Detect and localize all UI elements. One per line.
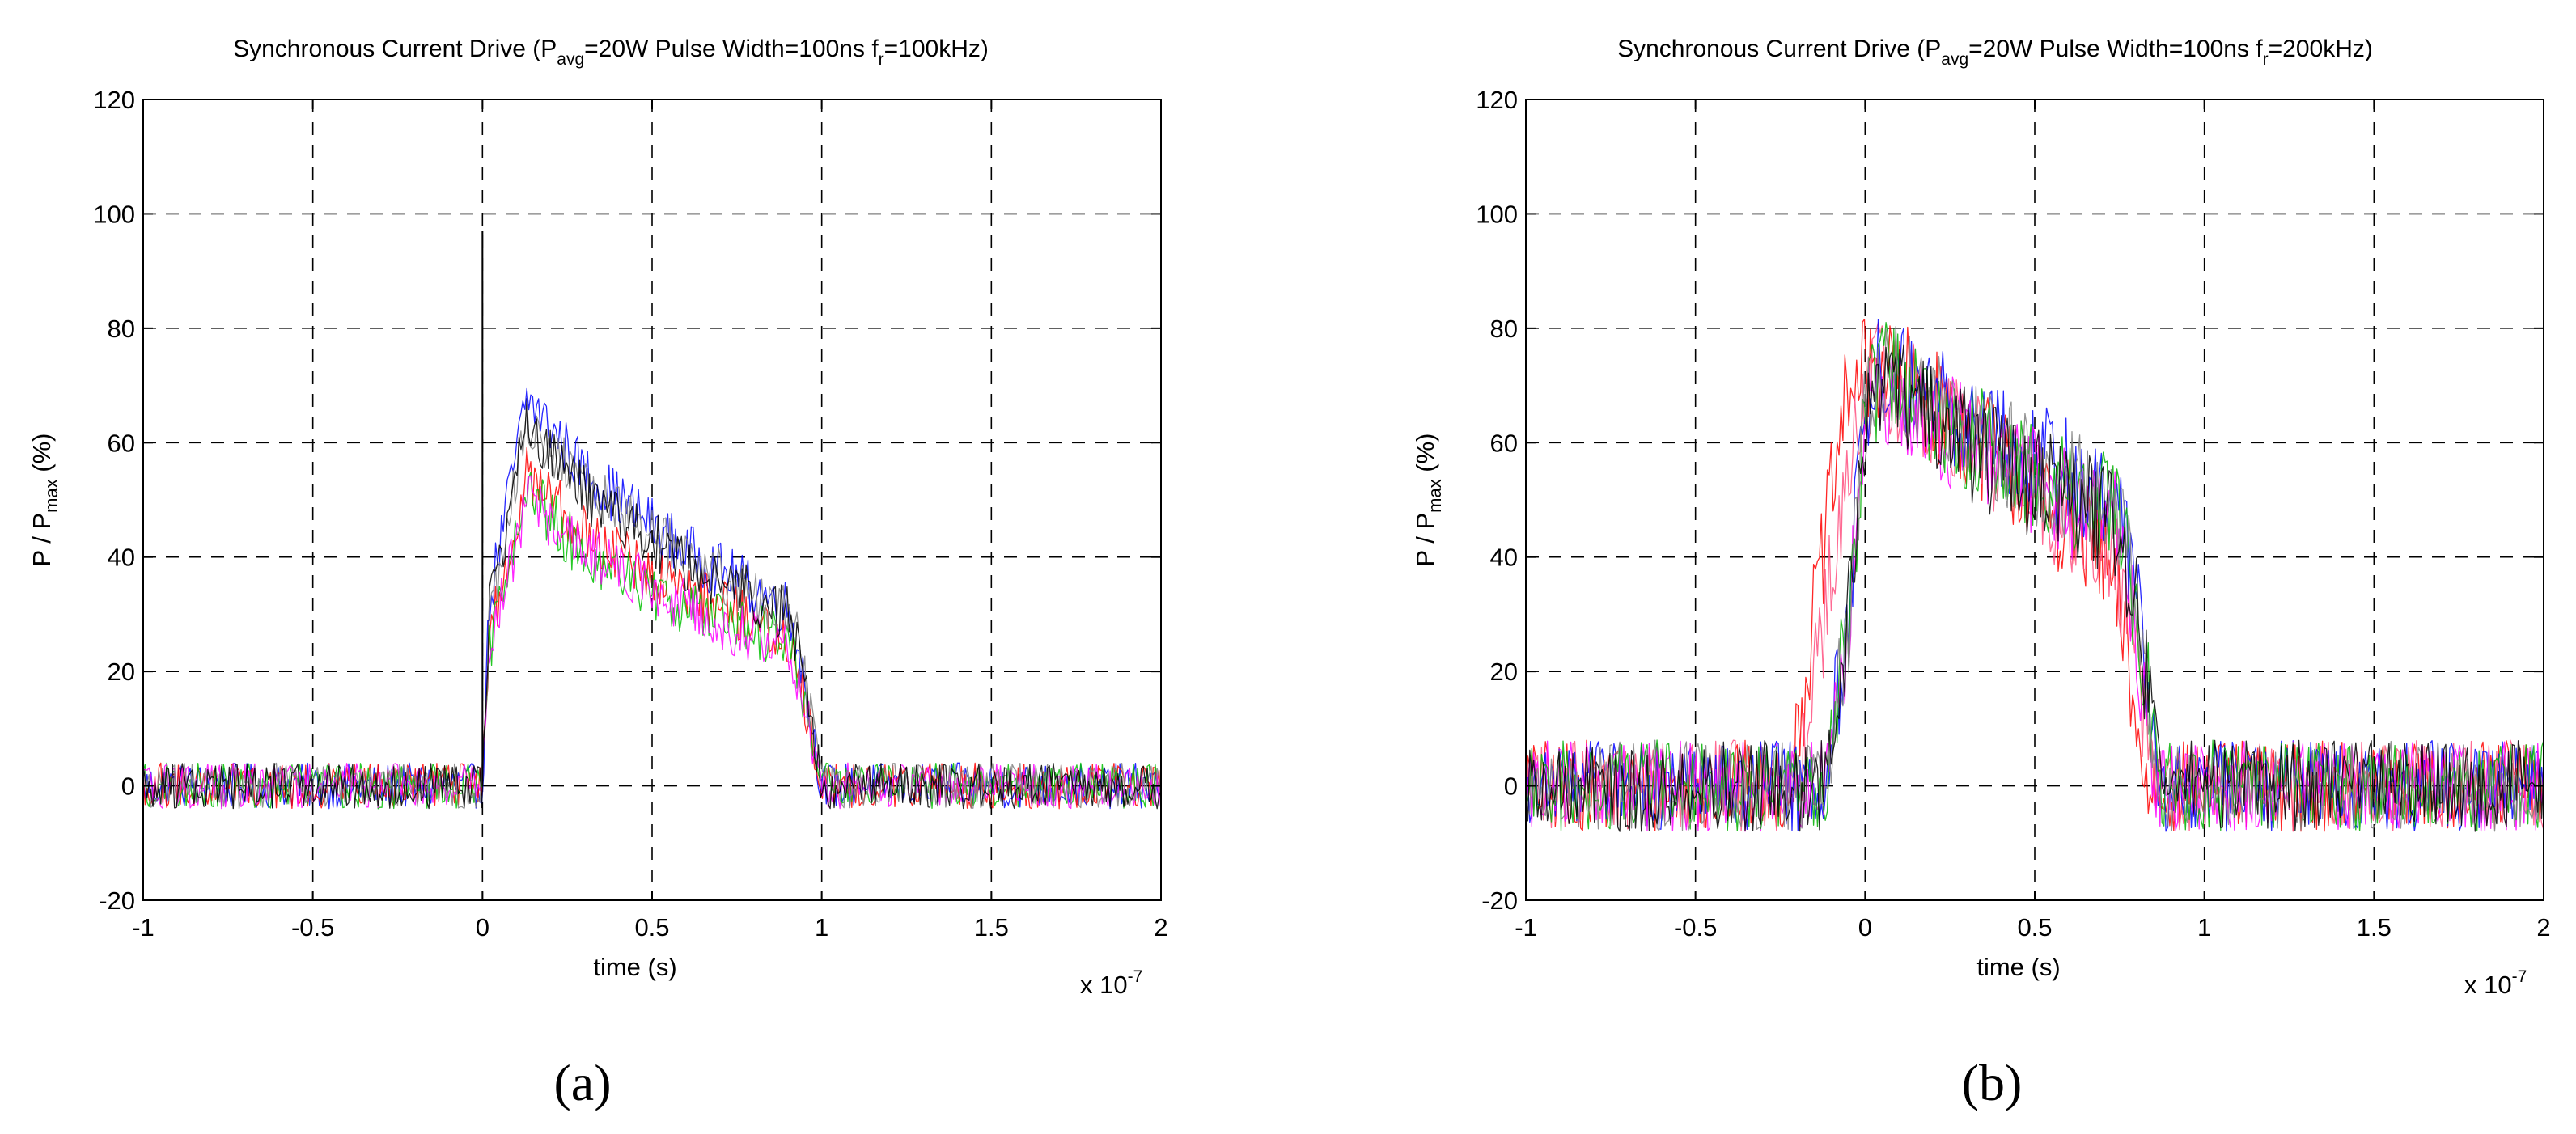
chart-a-xtick-label: -1	[132, 913, 155, 941]
chart-a: Synchronous Current Drive (Pavg=20W Puls…	[28, 36, 1168, 1111]
chart-b-ytick-label: 120	[1476, 86, 1518, 114]
chart-a-title: Synchronous Current Drive (Pavg=20W Puls…	[233, 36, 989, 69]
chart-b-ytick-label: 20	[1490, 658, 1518, 686]
chart-b-ytick-label: 100	[1476, 200, 1518, 228]
chart-b-xtick-label: 2	[2536, 913, 2550, 941]
chart-a-y-axis-label: P / Pmax (%)	[28, 433, 61, 566]
chart-a-ytick-label: 20	[108, 658, 135, 686]
chart-b-y-axis-label: P / Pmax (%)	[1411, 433, 1445, 566]
chart-a-ytick-label: 40	[108, 544, 135, 572]
chart-a-ytick-label: 0	[121, 772, 135, 801]
chart-b-xtick-label: 1	[2197, 913, 2211, 941]
chart-b-x-multiplier: x 10-7	[2464, 967, 2527, 999]
chart-a-x-multiplier: x 10-7	[1080, 967, 1142, 999]
chart-b-x-axis-label: time (s)	[1976, 953, 2060, 981]
chart-b-ytick-label: 60	[1490, 429, 1518, 457]
chart-b-xtick-label: 0.5	[2017, 913, 2052, 941]
chart-a-xtick-label: -0.5	[291, 913, 334, 941]
chart-b-series-black	[1525, 344, 2544, 832]
chart-a-xtick-label: 0	[476, 913, 489, 941]
chart-a-ytick-label: 120	[93, 86, 135, 114]
chart-b: Synchronous Current Drive (Pavg=20W Puls…	[1411, 36, 2551, 1111]
chart-b-series-gray	[1525, 326, 2544, 832]
chart-b-xtick-label: -0.5	[1674, 913, 1717, 941]
chart-b-series-green	[1525, 322, 2544, 831]
panel-label-b: (b)	[1962, 1054, 2023, 1111]
chart-b-xtick-label: 1.5	[2357, 913, 2392, 941]
chart-a-ytick-label: 80	[108, 315, 135, 343]
chart-a-xtick-label: 1	[815, 913, 828, 941]
chart-a-xtick-label: 0.5	[634, 913, 669, 941]
chart-a-xtick-label: 2	[1154, 913, 1167, 941]
chart-a-x-axis-label: time (s)	[593, 953, 676, 981]
chart-b-ytick-label: -20	[1481, 886, 1518, 915]
chart-a-ytick-label: 60	[108, 429, 135, 457]
panel-label-a: (a)	[553, 1054, 611, 1111]
chart-b-ytick-label: 80	[1490, 315, 1518, 343]
chart-b-ytick-label: 40	[1490, 544, 1518, 572]
chart-a-ytick-label: -20	[99, 886, 135, 915]
chart-a-xtick-label: 1.5	[974, 913, 1009, 941]
chart-b-xtick-label: -1	[1515, 913, 1537, 941]
chart-a-series-black	[142, 398, 1162, 810]
chart-b-title: Synchronous Current Drive (Pavg=20W Puls…	[1617, 36, 2373, 69]
chart-b-series-blue	[1525, 319, 2544, 832]
chart-a-ytick-label: 100	[93, 200, 135, 228]
chart-a-series-blue	[142, 387, 1162, 810]
chart-b-xtick-label: 0	[1858, 913, 1872, 941]
chart-b-ytick-label: 0	[1504, 772, 1518, 801]
